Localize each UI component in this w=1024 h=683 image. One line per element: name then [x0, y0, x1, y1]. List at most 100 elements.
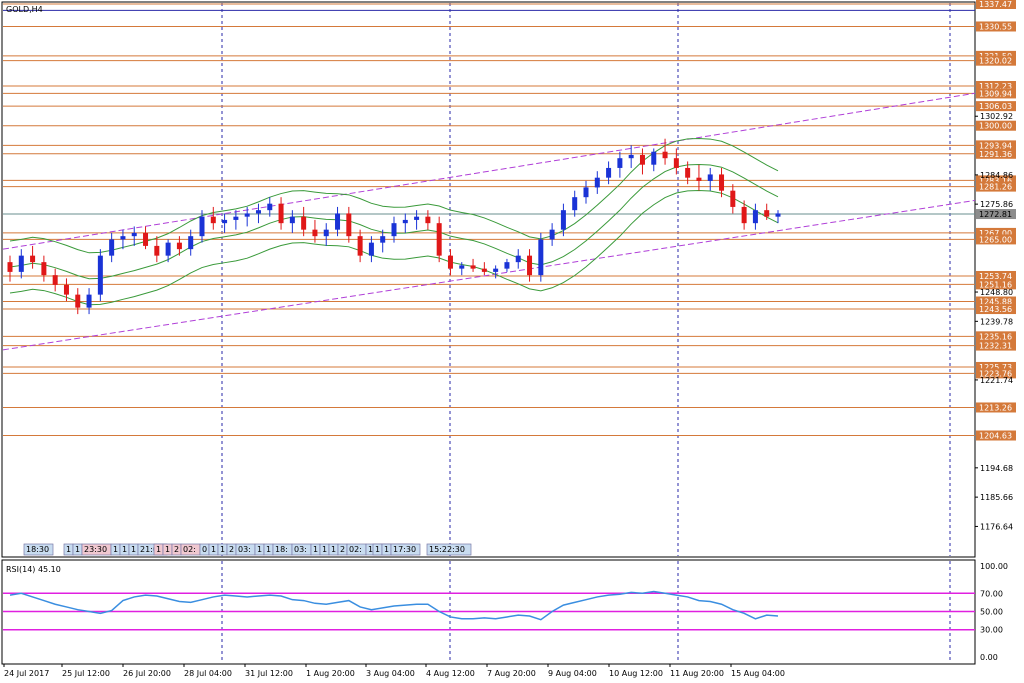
rsi-indicator: 100.00 70.00 50.00 30.00 0.00	[3, 562, 1008, 662]
candle-body	[572, 197, 578, 211]
candle-body	[323, 229, 329, 237]
level-price-box	[976, 140, 1016, 151]
candle-body	[560, 210, 566, 230]
candle-body	[685, 167, 691, 178]
time-tick-label: 26 Jul 20:00	[123, 669, 171, 678]
time-tick-label: 3 Aug 04:00	[366, 669, 415, 678]
level-price-label: 1253.74	[979, 272, 1012, 281]
level-price-box	[976, 227, 1016, 238]
time-tick-label: 25 Jul 12:00	[62, 669, 110, 678]
candle-body	[30, 255, 36, 263]
level-price-label: 1283.16	[979, 176, 1012, 185]
candle-body	[18, 255, 24, 272]
time-label: 1	[322, 545, 327, 554]
level-price-label: 1291.36	[979, 150, 1012, 159]
candle-body	[662, 151, 668, 159]
level-price-label: 1293.94	[979, 141, 1012, 150]
time-label: 1	[131, 545, 136, 554]
level-price-label: 1306.03	[979, 102, 1012, 111]
time-label: 1	[66, 545, 71, 554]
rsi-label: RSI(14) 45.10	[6, 565, 61, 574]
candle-body	[109, 239, 115, 256]
candle-body	[549, 229, 555, 240]
candle-body	[752, 210, 758, 224]
time-label: 1	[156, 545, 161, 554]
time-label: 17:30	[393, 545, 416, 554]
level-price-box	[976, 304, 1016, 315]
price-tick-label: 1176.64	[980, 522, 1013, 531]
candle-body	[368, 242, 374, 256]
candle-body	[267, 203, 273, 211]
band-upper	[9, 138, 779, 254]
rsi-line	[9, 590, 779, 621]
candle-body	[764, 210, 770, 217]
time-label: 1	[368, 545, 373, 554]
time-labels-strip[interactable]: 18:30 1 1 23:30 1 1 1 21:001 1 2 02: 0 1 1 2 03: 1 1 18: 03…	[23, 543, 472, 556]
candle-body	[97, 255, 103, 295]
level-price-label: 1243.56	[979, 305, 1012, 314]
candle-body	[696, 177, 702, 181]
rsi-tick-label: 50.00	[980, 608, 1003, 617]
level-price-box	[976, 88, 1016, 99]
candle-body	[63, 284, 69, 295]
time-label: 23:30	[84, 545, 107, 554]
time-label-current-box	[23, 543, 54, 556]
time-label: 1	[257, 545, 262, 554]
rsi-tick-label: 0.00	[980, 653, 998, 662]
level-price-box	[976, 181, 1016, 192]
price-tick-label: 1239.78	[980, 317, 1013, 326]
candle-body	[154, 245, 160, 256]
level-price-box	[976, 279, 1016, 290]
time-tick-label: 9 Aug 04:00	[548, 669, 597, 678]
time-label: 1	[113, 545, 118, 554]
candle-body	[233, 216, 239, 220]
time-label: 1	[375, 545, 380, 554]
level-price-box	[976, 175, 1016, 186]
time-label: 1	[211, 545, 216, 554]
candle-body	[617, 158, 623, 168]
time-label: 1	[75, 545, 80, 554]
candle-body	[673, 158, 679, 168]
price-tick-label: 1284.86	[980, 171, 1013, 180]
candle-body	[493, 268, 499, 272]
level-price-label: 1225.73	[979, 363, 1012, 372]
time-label-current: 18:30	[26, 545, 49, 554]
candle-body	[527, 255, 533, 276]
time-label: 21:00	[140, 545, 163, 554]
candle-body	[628, 154, 634, 159]
price-tick-label: 1302.92	[980, 112, 1013, 121]
time-label: 1	[220, 545, 225, 554]
time-label: 1	[266, 545, 271, 554]
candle-body	[515, 255, 521, 263]
candle-body	[120, 236, 126, 240]
main-panel	[1, 1, 976, 558]
candle-body	[7, 262, 13, 272]
level-price-label: 1337.47	[979, 0, 1012, 9]
trend-channel	[2, 92, 976, 351]
level-price-label: 1265.00	[979, 235, 1012, 244]
time-tick-label: 31 Jul 12:00	[245, 669, 293, 678]
time-label: 02:	[349, 545, 362, 554]
level-price-label: 1312.23	[979, 82, 1012, 91]
candle-body	[447, 255, 453, 269]
price-tick-label: 1185.66	[980, 493, 1013, 502]
level-price-box	[976, 368, 1016, 379]
candle-body	[188, 236, 194, 250]
candle-body	[707, 174, 713, 181]
candle-body	[346, 213, 352, 237]
candle-body	[538, 239, 544, 276]
candles	[7, 138, 781, 315]
level-price-label: 1300.00	[979, 122, 1012, 131]
candle-body	[301, 216, 307, 230]
time-label: 0	[202, 545, 207, 554]
time-tick-label: 11 Aug 20:00	[670, 669, 724, 678]
level-price-box	[976, 21, 1016, 32]
candle-body	[470, 265, 476, 269]
chart-title: GOLD,H4	[6, 5, 43, 14]
channel-upper	[2, 92, 976, 250]
candle-body	[131, 232, 137, 237]
level-price-label: 1320.02	[979, 57, 1012, 66]
time-axis: 24 Jul 2017 25 Jul 12:00 26 Jul 20:00 28 Ju…	[3, 664, 785, 678]
candle-body	[391, 223, 397, 237]
